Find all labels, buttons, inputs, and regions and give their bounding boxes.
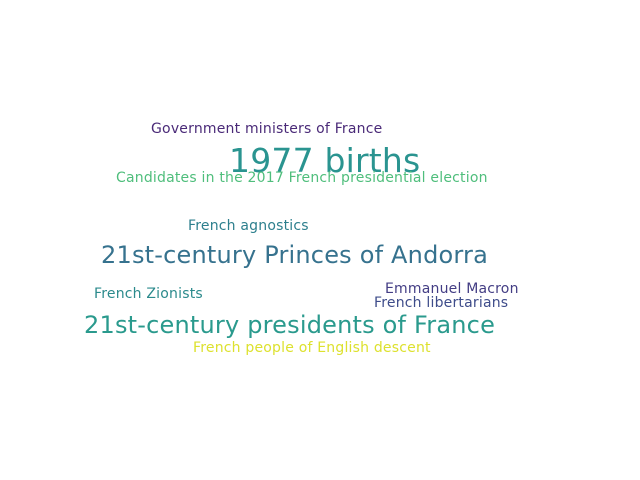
word-french-libertarians: French libertarians [374, 295, 509, 311]
word-french-agnostics: French agnostics [188, 218, 309, 234]
word-candidates-2017-election: Candidates in the 2017 French presidenti… [116, 170, 488, 186]
word-1977-births: 1977 births [229, 141, 421, 180]
word-emmanuel-macron: Emmanuel Macron [385, 281, 519, 297]
word-princes-of-andorra: 21st-century Princes of Andorra [101, 241, 489, 269]
word-presidents-of-france: 21st-century presidents of France [84, 311, 496, 339]
word-french-people-of-english-descent: French people of English descent [193, 340, 431, 356]
word-government-ministers-of-france: Government ministers of France [151, 121, 383, 137]
word-french-zionists: French Zionists [94, 286, 203, 302]
